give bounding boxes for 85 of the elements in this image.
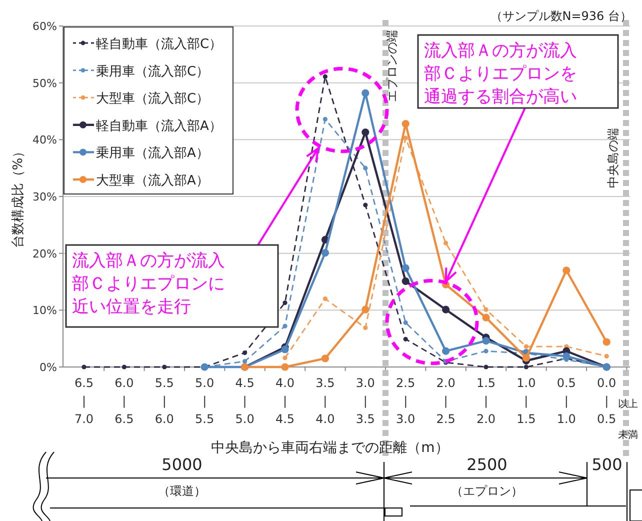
y-tick-label: 30% [32,190,57,204]
x-tick-label: 1.5 | 2.0 [476,376,496,426]
point [282,324,288,328]
point [562,352,570,360]
legend-label: 軽自動車（流入部C） [96,36,222,52]
x-tick-label: 3.0 | 3.5 [356,376,375,426]
point [482,314,490,322]
point [162,364,167,370]
point [322,74,328,79]
point [402,264,410,272]
point [524,344,528,349]
point [282,356,288,360]
annotation: 流入部Ａの方が流入部Ｃよりエプロンを通過する割合が高い [417,34,619,109]
point [363,166,368,170]
point [363,202,368,208]
y-tick-label: 20% [32,247,57,260]
legend-label: 大型車（流入部A） [96,172,209,188]
legend-label: 乗用車（流入部C） [96,63,210,80]
x-tick-label: 6.5 | 7.0 [74,376,94,426]
legend-label: 軽自動車（流入部A） [96,118,222,134]
x-tick-label: 4.5 | 5.0 [235,376,254,426]
point [82,364,86,370]
text: 2500 [466,455,508,474]
point [322,116,328,122]
point [362,306,370,314]
x-tick-label: 0.0 | 0.5 [597,376,616,426]
point [242,350,248,356]
point [281,346,289,354]
text: 5000 [162,455,202,474]
point [602,338,610,346]
point [322,296,328,302]
point [363,325,368,330]
legend-label: 大型車（流入部C） [96,90,210,107]
point [522,354,530,362]
point [321,354,329,362]
text: 未満 [618,429,638,441]
point [524,364,528,370]
annotation: エプロンの端 [385,30,399,102]
point [403,336,408,342]
point [444,240,448,246]
x-tick-label: 4.0 | 4.5 [275,376,295,426]
point [281,363,289,371]
point [403,136,408,140]
y-tick-label: 0% [40,361,57,374]
annotation: 流入部Ａの方が流入部Ｃよりエプロンに近い位置を走行 [65,244,279,328]
point [562,266,570,274]
point [362,128,370,136]
point [242,359,248,364]
annotation: 流入部Ａの方が流入部Ｃよりエプロンに近い位置を走行 [72,251,225,317]
x-axis-title: 中央島から車両右端までの距離（m） [211,440,449,456]
y-tick-label: 40% [32,134,57,147]
y-tick-label: 60% [32,20,57,33]
text: （サンプル数N=936 台） [490,9,632,23]
text: （環道） [158,484,206,498]
point [403,320,408,325]
point [484,364,488,370]
x-tick-label: 6.0 | 6.5 [114,376,134,426]
y-tick-label: 10% [32,304,57,318]
point [442,347,450,355]
point [282,300,288,306]
point [484,348,488,354]
x-tick-label: 1.0 | 1.5 [516,376,536,426]
y-tick-label: 50% [32,76,57,90]
y-axis-title: 台数構成比（%） [11,144,26,248]
legend-label: 乗用車（流入部A） [96,145,209,162]
point [482,337,490,345]
point [321,248,329,257]
x-tick-label: 5.5 | 6.0 [154,376,174,426]
point [122,364,126,370]
point [402,120,410,128]
text: 500 [592,455,622,474]
x-tick-label: 3.5 | 4.0 [316,376,335,426]
x-tick-label: 2.0 | 2.5 [436,376,456,426]
text: 以上 [618,398,638,410]
annotation: 中央島の端 [606,128,620,188]
point [402,277,410,285]
point [442,306,450,314]
x-tick-label: 0.5 | 1.0 [556,376,576,426]
annotation: 流入部Ａの方が流入部Ｃよりエプロンを通過する割合が高い [424,41,577,107]
point [604,354,609,358]
point [484,307,488,312]
point [362,89,370,97]
x-tick-label: 2.5 | 3.0 [396,376,416,426]
x-tick-label: 5.0 | 5.5 [195,376,214,426]
text: （エプロン） [451,484,523,498]
